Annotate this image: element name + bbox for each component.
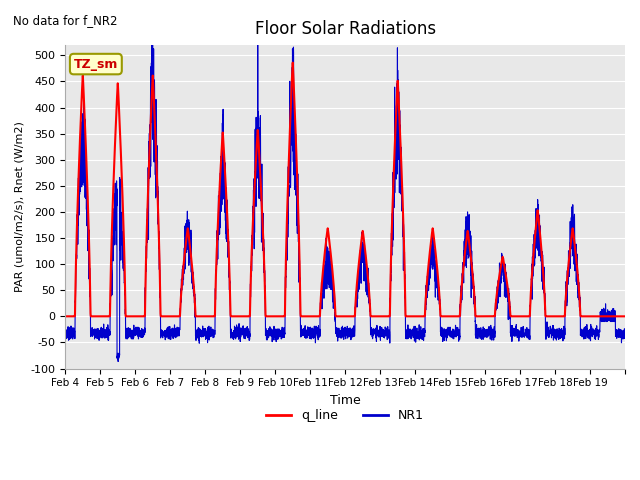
Title: Floor Solar Radiations: Floor Solar Radiations	[255, 20, 436, 38]
Line: q_line: q_line	[65, 62, 625, 316]
Text: TZ_sm: TZ_sm	[74, 58, 118, 71]
Text: No data for f_NR2: No data for f_NR2	[13, 14, 117, 27]
q_line	[396, 129, 404, 134]
X-axis label: Time: Time	[330, 394, 360, 407]
Y-axis label: PAR (umol/m2/s), Rnet (W/m2): PAR (umol/m2/s), Rnet (W/m2)	[15, 121, 25, 292]
NR1	[61, 325, 69, 331]
NR1	[541, 290, 548, 296]
q_line	[499, 254, 507, 260]
NR1	[148, 20, 156, 25]
q_line	[177, 288, 185, 294]
NR1	[366, 307, 374, 313]
NR1	[527, 304, 534, 310]
NR1	[115, 359, 122, 364]
q_line	[541, 295, 548, 300]
NR1	[621, 330, 629, 336]
Legend: q_line, NR1: q_line, NR1	[261, 404, 429, 427]
NR1	[499, 264, 507, 269]
q_line	[61, 313, 69, 319]
q_line	[289, 60, 296, 65]
NR1	[178, 281, 186, 287]
NR1	[396, 144, 404, 149]
Line: NR1: NR1	[65, 23, 625, 361]
q_line	[526, 303, 534, 309]
q_line	[366, 302, 374, 308]
q_line	[621, 313, 629, 319]
